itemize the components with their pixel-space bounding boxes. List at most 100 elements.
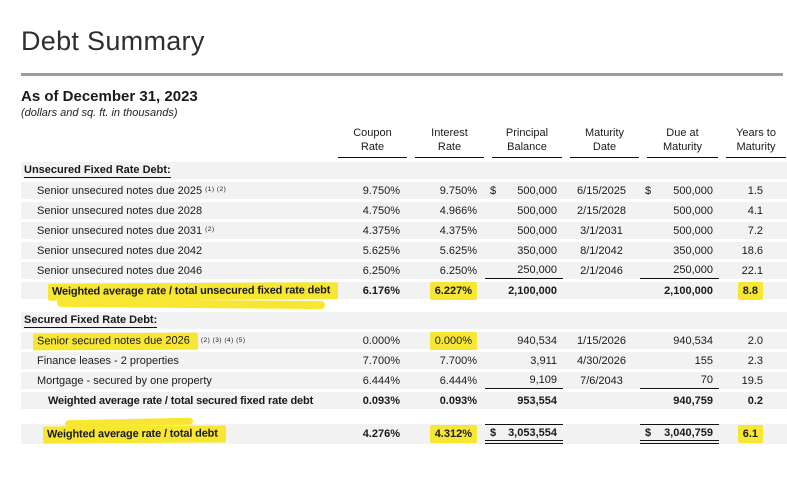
cell-maturity-date	[563, 282, 640, 300]
row-senior-unsecured-2042: Senior unsecured notes due 2042 5.625% 5…	[21, 242, 787, 259]
section-title: Secured Fixed Rate Debt:	[24, 313, 158, 328]
cell-maturity-date: 2/1/2046	[580, 264, 623, 277]
highlighted-value: 0.000%	[429, 332, 477, 350]
highlighted-value: 6.227%	[429, 282, 477, 300]
cell-principal: $3,053,554	[485, 424, 563, 444]
cell-coupon: 0.000%	[362, 335, 400, 347]
cell-interest: 6.250%	[439, 264, 477, 277]
cell-due: 500,000	[673, 224, 713, 237]
header-due-at-maturity: Due at Maturity	[647, 124, 718, 158]
page-title: Debt Summary	[21, 26, 205, 56]
page-content: Debt Summary As of December 31, 2023 (do…	[0, 0, 787, 444]
highlighted-value: 4.312%	[429, 425, 477, 443]
cell-maturity-date: 7/6/2043	[580, 374, 623, 387]
cell-interest: 6.444%	[439, 374, 477, 387]
cell-interest: 4.375%	[439, 224, 477, 237]
cell-due: 940,534	[673, 335, 713, 347]
currency-sign: $	[645, 184, 652, 197]
cell-interest: 0.000%	[408, 332, 485, 350]
cell-coupon: 0.093%	[362, 394, 400, 407]
cell-principal: 9,109	[485, 372, 563, 389]
cell-principal: 3,911	[530, 354, 557, 367]
row-label: Finance leases - 2 properties	[37, 354, 179, 367]
cell-coupon: 9.750%	[362, 184, 400, 197]
cell-interest: 9.750%	[439, 184, 477, 197]
cell-principal: 350,000	[517, 244, 557, 257]
footnote-marks: (2) (3) (4) (5)	[200, 336, 246, 344]
cell-maturity-date	[563, 424, 640, 444]
cell-years: 0.2	[747, 394, 763, 407]
cell-interest: 7.700%	[439, 354, 477, 367]
currency-sign: $	[490, 184, 497, 197]
cell-maturity-date: 8/1/2042	[580, 244, 623, 257]
row-senior-secured-2026: Senior secured notes due 2026 (2) (3) (4)…	[21, 332, 787, 350]
cell-years: 2.3	[747, 354, 763, 367]
highlighted-value: 6.1	[737, 425, 763, 443]
row-label: Senior unsecured notes due 2042	[37, 244, 203, 257]
cell-due: 940,759	[673, 394, 713, 407]
row-label: Weighted average rate / total secured fi…	[48, 394, 314, 407]
cell-due: 250,000	[640, 262, 719, 279]
cell-due: 350,000	[673, 244, 713, 257]
row-senior-unsecured-2031: Senior unsecured notes due 2031 (2) 4.375…	[21, 222, 787, 239]
cell-due: 500,000	[673, 204, 713, 217]
cell-interest: 5.625%	[439, 244, 477, 257]
cell-coupon: 7.700%	[362, 354, 400, 367]
cell-principal: 940,534	[517, 335, 557, 347]
highlighted-value: 8.8	[737, 282, 763, 300]
cell-interest: 6.227%	[408, 282, 485, 300]
section-header-secured: Secured Fixed Rate Debt:	[21, 312, 787, 329]
section-title: Unsecured Fixed Rate Debt:	[24, 163, 171, 178]
cell-interest: 4.966%	[439, 204, 477, 217]
cell-maturity-date	[563, 392, 640, 409]
cell-due: $3,040,759	[640, 424, 719, 444]
cell-principal: $500,000	[490, 184, 557, 197]
row-label: Senior unsecured notes due 2046	[37, 264, 203, 277]
cell-coupon: 4.750%	[362, 204, 400, 217]
cell-due: 70	[640, 372, 719, 389]
row-senior-unsecured-2046: Senior unsecured notes due 2046 6.250% 6…	[21, 262, 787, 279]
cell-maturity-date: 1/15/2026	[577, 335, 626, 347]
cell-principal: 250,000	[485, 262, 563, 279]
cell-maturity-date: 2/15/2028	[577, 204, 626, 217]
row-label: Senior unsecured notes due 2028	[37, 204, 203, 217]
title-divider	[21, 73, 783, 76]
row-mortgage: Mortgage - secured by one property 6.444…	[21, 372, 787, 389]
header-years-to-maturity: Years to Maturity	[726, 124, 786, 158]
cell-years: 8.8	[719, 282, 787, 300]
cell-years: 4.1	[747, 204, 763, 217]
header-interest-rate: Interest Rate	[415, 124, 484, 158]
cell-years: 1.5	[747, 184, 763, 197]
row-finance-leases: Finance leases - 2 properties 7.700% 7.7…	[21, 352, 787, 369]
debt-table: Coupon Rate Interest Rate Principal Bala…	[21, 124, 787, 444]
row-senior-unsecured-2028: Senior unsecured notes due 2028 4.750% 4…	[21, 202, 787, 219]
header-principal-balance: Principal Balance	[492, 124, 562, 158]
cell-principal: 2,100,000	[508, 285, 557, 297]
units-note: (dollars and sq. ft. in thousands)	[21, 107, 178, 119]
row-label-highlighted: Weighted average rate / total unsecured …	[47, 281, 339, 301]
row-total-secured: Weighted average rate / total secured fi…	[21, 392, 787, 409]
cell-principal: 500,000	[517, 224, 557, 237]
row-senior-unsecured-2025: Senior unsecured notes due 2025 (1) (2) 9…	[21, 182, 787, 199]
cell-years: 2.0	[747, 335, 763, 347]
cell-coupon: 5.625%	[362, 244, 400, 257]
cell-interest: 4.312%	[408, 424, 485, 444]
row-total-unsecured: Weighted average rate / total unsecured …	[21, 281, 787, 301]
cell-coupon: 6.250%	[362, 264, 400, 277]
section-header-unsecured: Unsecured Fixed Rate Debt:	[21, 162, 787, 179]
row-label: Senior unsecured notes due 2031	[37, 224, 203, 237]
header-maturity-date: Maturity Date	[570, 124, 639, 158]
currency-sign: $	[645, 426, 652, 439]
cell-maturity-date: 4/30/2026	[577, 354, 626, 367]
currency-sign: $	[490, 426, 497, 439]
row-total-debt: Weighted average rate / total debt 4.276…	[21, 424, 787, 444]
row-label: Senior unsecured notes due 2025	[37, 184, 203, 197]
cell-maturity-date: 3/1/2031	[580, 224, 623, 237]
header-spacer	[21, 139, 331, 144]
cell-years: 7.2	[747, 224, 763, 237]
row-label-highlighted: Senior secured notes due 2026	[32, 332, 198, 350]
row-label-highlighted: Weighted average rate / total debt	[42, 425, 226, 443]
cell-years: 18.6	[741, 244, 763, 257]
cell-years: 6.1	[719, 424, 787, 444]
